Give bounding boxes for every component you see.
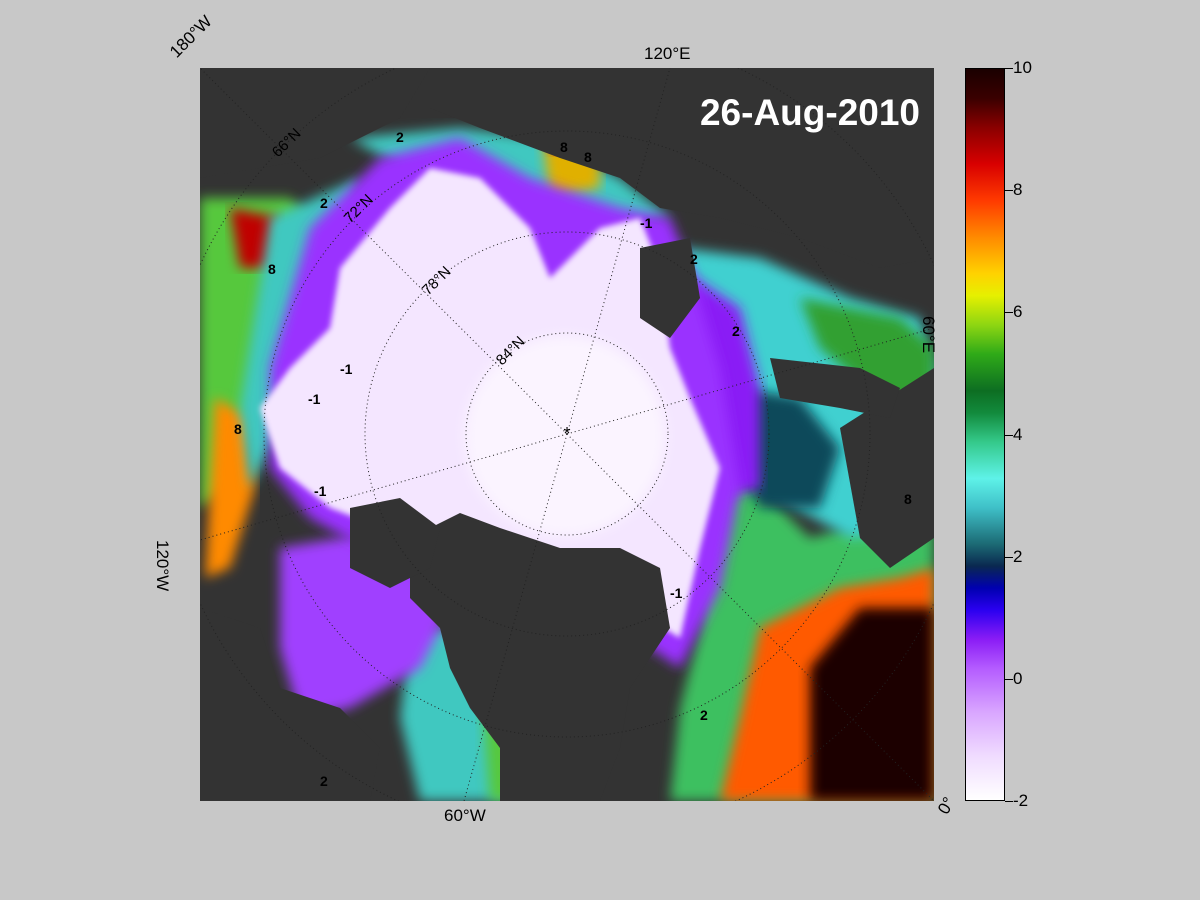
land-canada-islands	[350, 498, 440, 588]
land-scandinavia	[840, 368, 934, 568]
contour-label: 8	[584, 149, 592, 165]
colorbar-tick	[1005, 801, 1013, 802]
colorbar-tick	[1005, 435, 1013, 436]
lon-180w-label: 180°W	[166, 11, 216, 62]
colorbar-tick	[1005, 312, 1013, 313]
colorbar-tick-label: 4	[1013, 425, 1023, 444]
contour-label: -1	[640, 215, 653, 231]
lon-0-label: 0°	[934, 793, 959, 818]
colorbar-tick-label: -2	[1013, 791, 1029, 810]
lon-60e-label: 60°E	[919, 316, 938, 354]
graticule	[200, 68, 934, 801]
date-title: 26-Aug-2010	[699, 92, 920, 133]
colorbar-tick	[1005, 557, 1013, 558]
contour-label: -1	[308, 391, 321, 407]
contour-label: 2	[732, 323, 740, 339]
contour-label: 2	[700, 707, 708, 723]
polar-cap	[465, 336, 665, 536]
contour-label: -1	[340, 361, 353, 377]
lon-120e-label: 120°E	[644, 44, 691, 63]
colorbar-tick-label: 0	[1013, 669, 1023, 688]
lon-120w-label: 120°W	[153, 540, 172, 592]
contour-label: 8	[234, 421, 242, 437]
colorbar-tick-label: 6	[1013, 302, 1023, 321]
contour-label: 2	[690, 251, 698, 267]
land-novaya-zemlya	[770, 358, 900, 418]
sst-map: * 66°N 72°N 78°N 84°N -1 -1 -1 -1 -1 2 2…	[200, 68, 934, 801]
contour-label: 2	[320, 195, 328, 211]
contour-label: 2	[320, 773, 328, 789]
colorbar	[965, 68, 1005, 801]
colorbar-tick	[1005, 190, 1013, 191]
land-greenland	[410, 513, 670, 801]
contour-label: -1	[670, 585, 683, 601]
atlantic-hot	[810, 608, 934, 801]
contour-label: 8	[904, 491, 912, 507]
contour-label: 8	[560, 139, 568, 155]
chukchi-orange	[205, 398, 255, 578]
colorbar-tick-label: 2	[1013, 547, 1023, 566]
land-severnaya	[640, 238, 700, 338]
contour-label: 2	[396, 129, 404, 145]
lon-60w-label: 60°W	[444, 806, 486, 825]
land-alaska	[200, 68, 430, 178]
map-graphics: * 66°N 72°N 78°N 84°N -1 -1 -1 -1 -1 2 2…	[200, 68, 934, 801]
land-siberia	[430, 68, 934, 268]
colorbar-tick	[1005, 68, 1013, 69]
colorbar-tick-label: 8	[1013, 180, 1023, 199]
north-pole-marker: *	[563, 424, 570, 444]
colorbar-tick	[1005, 679, 1013, 680]
colorbar-tick-label: 10	[1013, 58, 1032, 77]
contour-label: 8	[268, 261, 276, 277]
contour-label: -1	[314, 483, 327, 499]
land-north-america	[200, 608, 380, 801]
